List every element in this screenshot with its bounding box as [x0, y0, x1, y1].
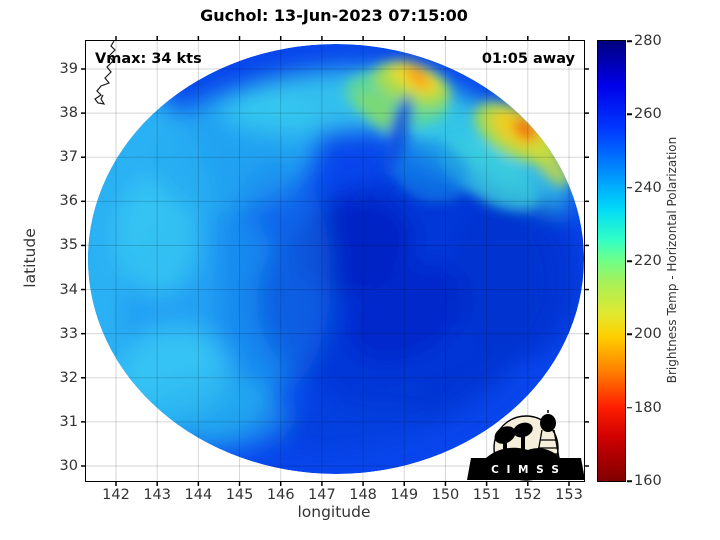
x-tick-label: 152: [513, 487, 542, 503]
satellite-swath-disk: [88, 44, 584, 474]
coastline-path: [94, 40, 116, 105]
y-tick-label: 32: [59, 369, 78, 386]
x-tick-label: 151: [472, 487, 501, 503]
gridlines: [86, 41, 584, 481]
colorbar-tick-label: 160: [634, 473, 662, 489]
y-tick-label: 36: [59, 193, 78, 210]
colorbar-label: Brightness Temp - Horizontal Polarizatio…: [665, 136, 679, 384]
water-tower-icon: [536, 410, 560, 459]
axis-tick-marks: [81, 36, 589, 486]
y-tick-label: 37: [59, 149, 78, 166]
logo-ground-silhouette: [486, 447, 560, 458]
cimss-logo: C I M S S: [467, 410, 585, 481]
x-axis-label: longitude: [297, 503, 371, 521]
x-tick-label: 145: [225, 487, 254, 503]
x-tick-label: 153: [555, 487, 583, 503]
colorbar-tick-label: 240: [634, 179, 662, 196]
y-tick-label: 34: [59, 281, 78, 298]
x-tick-label: 147: [308, 487, 336, 503]
logo-banner: [467, 458, 585, 480]
colorbar-tick-label: 220: [634, 253, 662, 269]
x-tick-label: 150: [431, 487, 460, 503]
colorbar-tick-label: 260: [634, 106, 662, 123]
x-tick-label: 144: [184, 487, 213, 503]
y-tick-label: 33: [59, 325, 78, 342]
cimss-logo-text: C I M S S: [491, 464, 561, 476]
x-tick-label: 143: [143, 487, 172, 503]
x-tick-label: 146: [266, 487, 295, 503]
plot-area: C I M S S Vmax: 34 kts 01:05 away 142 143…: [60, 36, 589, 503]
x-tick-label: 142: [102, 487, 130, 503]
y-tick-label: 39: [59, 61, 78, 77]
y-axis-label: latitude: [21, 228, 39, 288]
time-away-annotation: 01:05 away: [481, 51, 575, 67]
x-tick-label: 149: [390, 487, 419, 503]
colorbar-tick-label: 180: [634, 399, 662, 416]
colorbar-tick-label: 200: [634, 326, 662, 343]
y-tick-label: 35: [59, 237, 78, 254]
colorbar-tick-label: 280: [634, 33, 662, 49]
vmax-annotation: Vmax: 34 kts: [95, 51, 202, 67]
satellite-dish-icon: [494, 422, 533, 451]
page-title: Guchol: 13-Jun-2023 07:15:00: [200, 6, 468, 25]
y-tick-label: 31: [59, 413, 78, 430]
y-tick-label: 30: [59, 457, 78, 474]
map-canvas: C I M S S: [81, 36, 589, 486]
y-tick-label: 38: [59, 105, 78, 122]
colorbar: 280 260 240 220 200 180 160: [597, 33, 662, 489]
x-tick-label: 148: [349, 487, 377, 503]
